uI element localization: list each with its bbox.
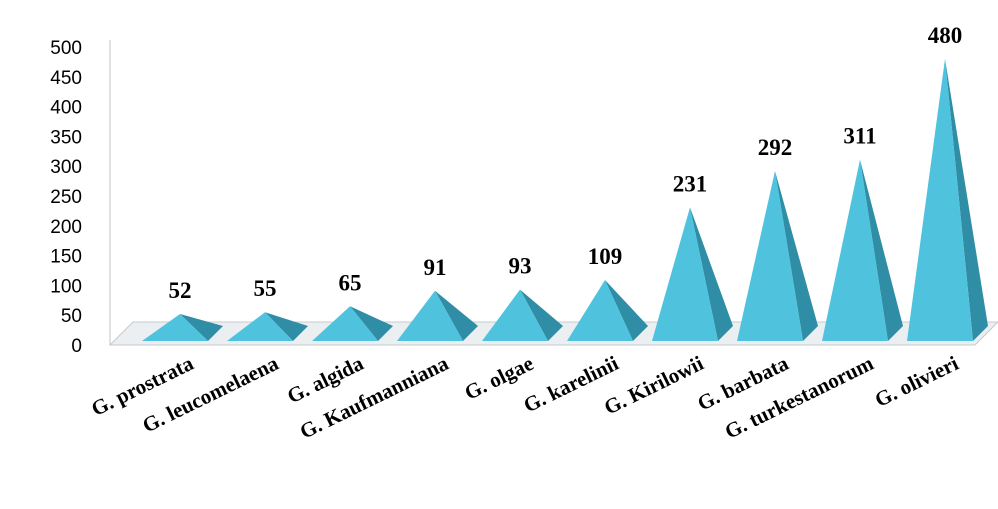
data-label: 231 — [673, 171, 708, 196]
bar-front-face — [907, 58, 973, 342]
y-tick-label: 200 — [50, 217, 82, 238]
y-tick-label: 300 — [50, 157, 82, 178]
bar-side-face — [775, 170, 818, 341]
bars — [142, 58, 988, 342]
data-label: 292 — [758, 135, 793, 160]
bar-side-face — [690, 207, 733, 341]
y-tick-labels: 0 50 100 150 200 250 300 350 400 450 500 — [50, 38, 82, 357]
bar-4 — [397, 290, 478, 341]
bar-6 — [567, 280, 648, 341]
bar-side-face — [520, 289, 563, 341]
bar-side-face — [265, 312, 308, 341]
data-label: 91 — [424, 255, 447, 280]
bar-side-face — [860, 159, 903, 341]
y-tick-label: 400 — [50, 98, 82, 119]
bar-side-face — [945, 58, 988, 342]
bar-side-face — [350, 306, 393, 341]
bar-side-face — [180, 314, 223, 341]
bar-front-face — [142, 314, 208, 341]
data-label: 93 — [509, 254, 532, 279]
bar-3 — [312, 306, 393, 341]
data-label: 52 — [169, 278, 192, 303]
bar-front-face — [227, 312, 293, 341]
bar-2 — [227, 312, 308, 341]
bar-front-face — [482, 289, 548, 341]
bar-10 — [907, 58, 988, 342]
bar-5 — [482, 289, 563, 341]
data-label: 109 — [588, 244, 623, 269]
y-tick-label: 0 — [71, 336, 82, 357]
y-tick-label: 50 — [61, 306, 82, 327]
y-tick-label: 250 — [50, 187, 82, 208]
bar-front-face — [312, 306, 378, 341]
y-tick-label: 450 — [50, 68, 82, 89]
bar-8 — [737, 170, 818, 341]
y-tick-label: 500 — [50, 38, 82, 59]
bar-9 — [822, 159, 903, 341]
bar-front-face — [822, 159, 888, 341]
x-tick-label: G. olivieri — [871, 351, 962, 412]
data-labels: 52 55 65 91 93 109 231 292 311 480 — [169, 23, 963, 303]
data-label: 480 — [928, 23, 963, 48]
bar-1 — [142, 314, 223, 341]
y-tick-label: 350 — [50, 127, 82, 148]
bar-front-face — [737, 170, 803, 341]
data-label: 311 — [843, 124, 876, 149]
y-tick-label: 150 — [50, 247, 82, 268]
bar-front-face — [567, 280, 633, 341]
x-tick-label: G. Kaufmanniana — [296, 351, 453, 444]
bar-front-face — [397, 290, 463, 341]
y-tick-label: 100 — [50, 276, 82, 297]
bar-7 — [652, 207, 733, 341]
data-label: 65 — [339, 270, 362, 295]
data-label: 55 — [254, 276, 277, 301]
bar-side-face — [435, 290, 478, 341]
bar-front-face — [652, 207, 718, 341]
x-tick-label: G. turkestanorum — [721, 351, 878, 444]
bar-side-face — [605, 280, 648, 341]
